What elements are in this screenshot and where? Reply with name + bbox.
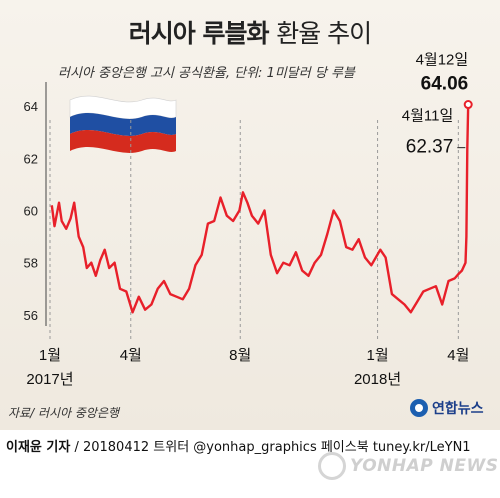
title-main: 러시아 루블화 <box>128 19 270 48</box>
x-axis-ticks: 1월 2017년 4월 8월 1월 2018년 4월 <box>26 347 469 388</box>
chart-title: 러시아 루블화 환율 추이 <box>0 14 500 50</box>
source-note: 자료/ 러시아 중앙은행 <box>8 406 120 420</box>
logo-text: 연합뉴스 <box>432 401 484 417</box>
y-tick-label: 62 <box>24 151 38 166</box>
annotation-value-apr11: 62.37 <box>406 137 454 158</box>
chart-subtitle: 러시아 중앙은행 고시 공식환율, 단위: 1미달러 당 루블 <box>58 66 355 81</box>
title-rest: 환율 추이 <box>276 19 372 48</box>
annotation-point-apr12 <box>463 100 473 110</box>
yonhap-news-watermark-icon: YONHAP NEWS <box>318 452 498 480</box>
y-axis-ticks: 56 58 60 62 64 <box>24 99 38 323</box>
chart-grid <box>49 120 459 342</box>
x-tick-label: 8월 <box>229 347 251 364</box>
x-tick-label: 4월 <box>447 347 469 364</box>
y-tick-label: 64 <box>24 99 38 114</box>
ruble-rate-line <box>50 104 470 314</box>
annotation-value-apr12: 64.06 <box>421 74 469 95</box>
y-tick-label: 58 <box>24 256 38 271</box>
russia-flag-icon <box>69 95 177 153</box>
credit-line: 이재윤 기자 / 20180412 트위터 @yonhap_graphics 페… <box>6 436 471 455</box>
x-tick-label: 4월 <box>120 347 142 364</box>
chart-card: 러시아 루블화 환율 추이 러시아 중앙은행 고시 공식환율, 단위: 1미달러… <box>0 0 500 430</box>
x-tick-label: 1월 <box>366 347 388 364</box>
yonhap-logo-icon: 연합뉴스 <box>410 398 484 418</box>
annotation-date-apr12: 4월12일 <box>416 52 469 69</box>
y-tick-label: 56 <box>24 308 38 323</box>
credit-author: 이재윤 기자 <box>6 440 71 455</box>
chart-annotations: 4월11일 62.37 4월12일 64.06 <box>402 52 473 158</box>
y-tick-label: 60 <box>24 204 38 219</box>
watermark-text: YONHAP NEWS <box>350 456 499 476</box>
x-tick-label: 1월 <box>39 347 61 364</box>
exchange-rate-chart: 56 58 60 62 64 1월 2017년 4월 8월 1월 2018년 4월 4월11일 62.… <box>24 52 473 388</box>
x-tick-sublabel: 2017년 <box>26 371 73 388</box>
credit-rest: / 20180412 트위터 @yonhap_graphics 페이스북 tun… <box>70 440 471 455</box>
annotation-date-apr11: 4월11일 <box>402 108 454 125</box>
x-tick-sublabel: 2018년 <box>354 371 401 388</box>
